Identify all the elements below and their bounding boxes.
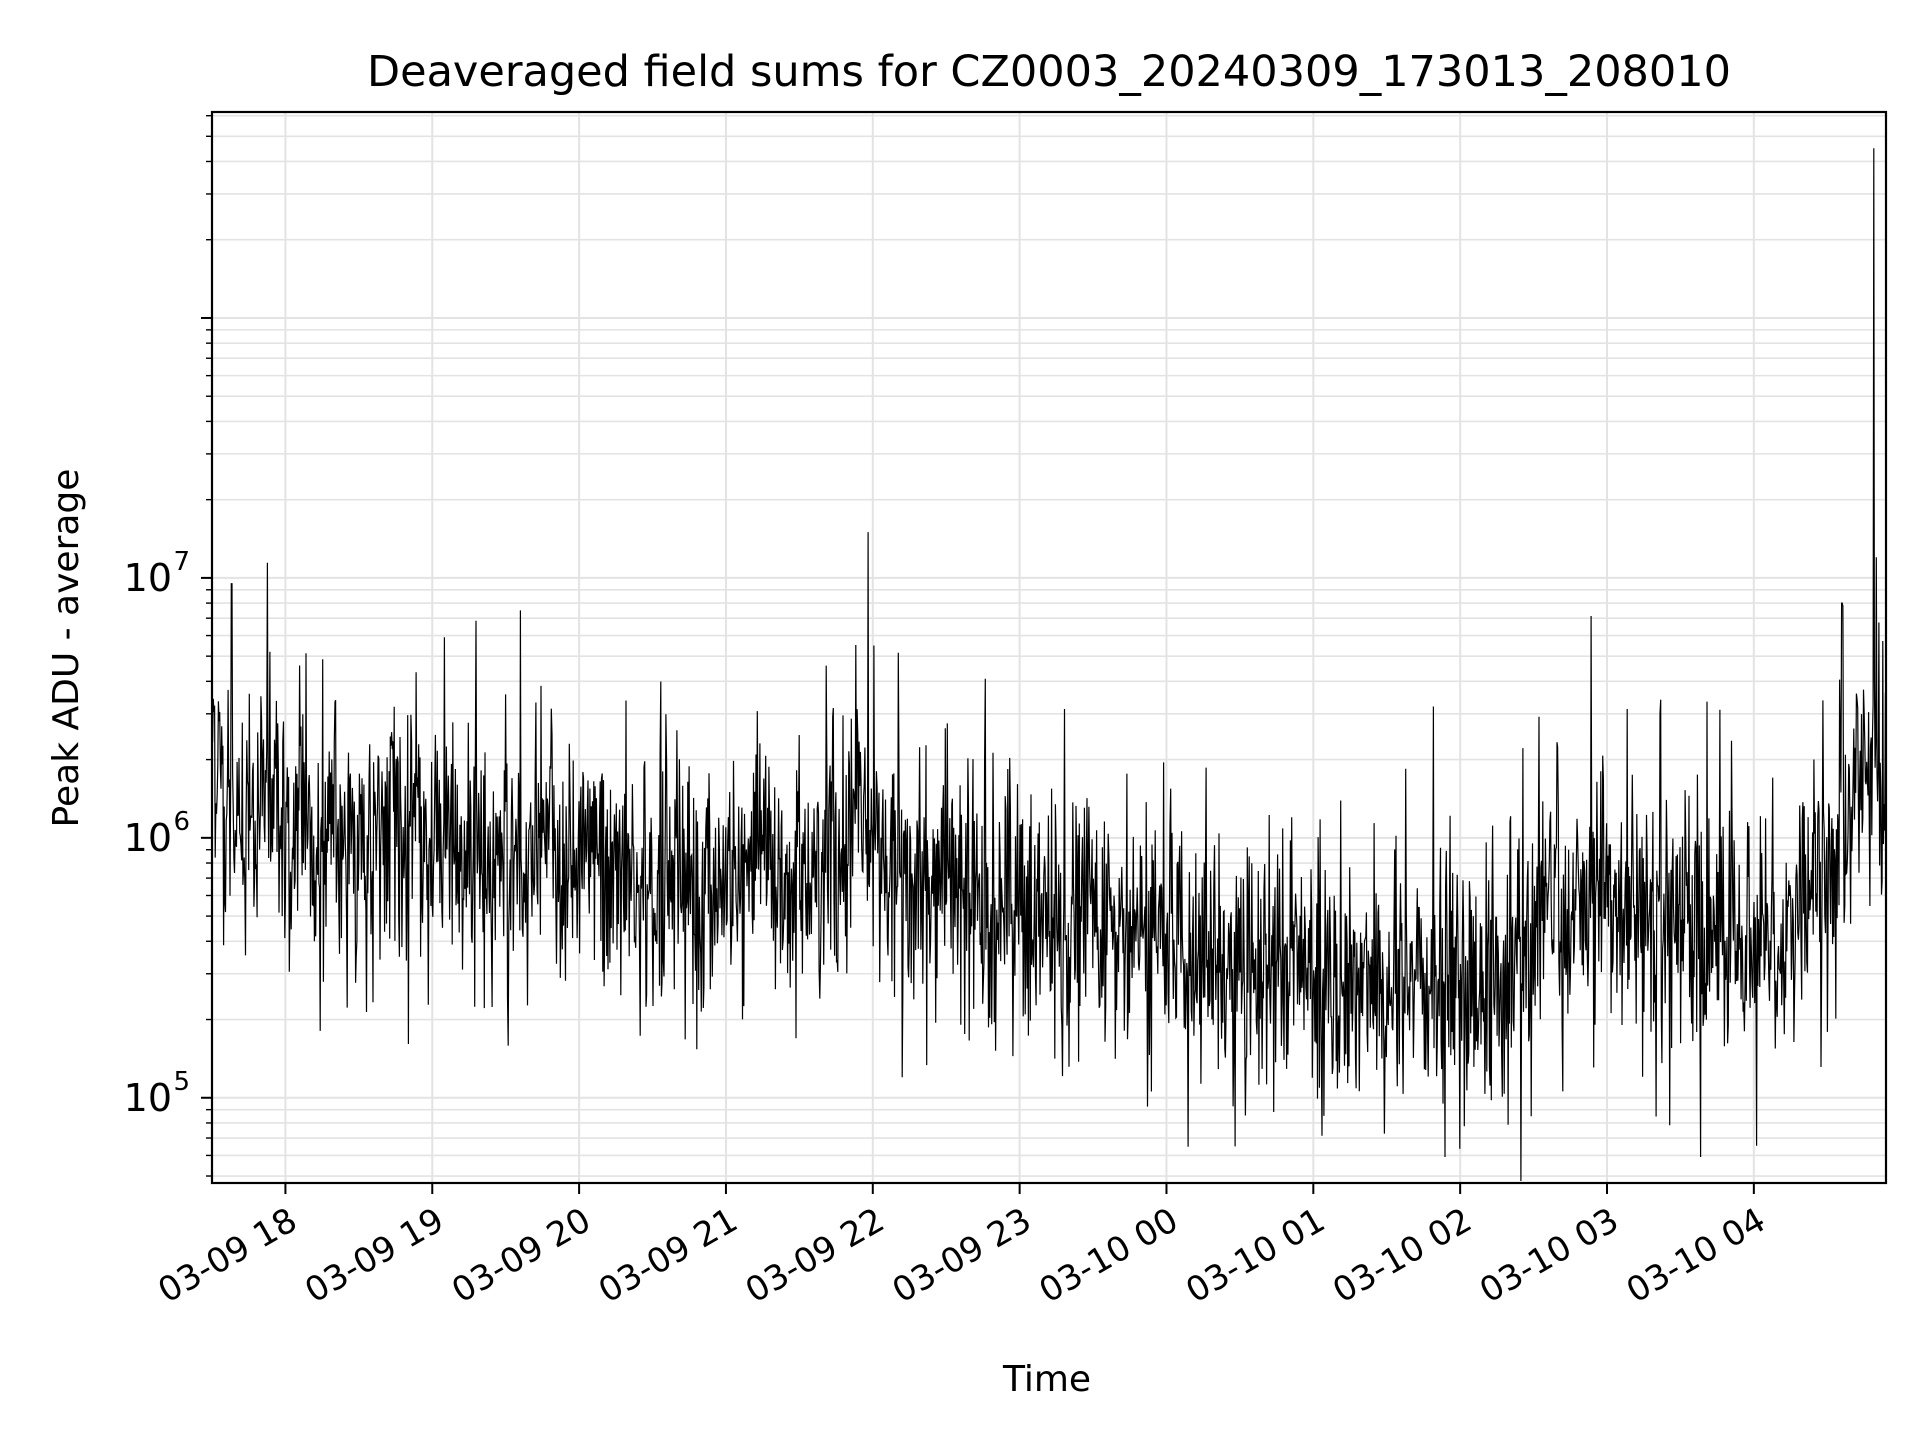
y-tick-label-base: 10	[124, 1076, 172, 1120]
series-line	[211, 148, 1887, 1182]
y-tick-label-exponent: 6	[173, 807, 190, 837]
x-axis-label: Time	[1002, 1359, 1091, 1400]
y-tick-label-base: 10	[124, 816, 172, 860]
y-tick-label-base: 10	[124, 556, 172, 600]
y-tick-label: 10	[124, 1076, 172, 1120]
y-tick-label-exponent: 5	[173, 1067, 190, 1097]
data-series	[211, 148, 1887, 1182]
y-tick-label: 10	[124, 556, 172, 600]
chart-title: Deaveraged field sums for CZ0003_2024030…	[367, 47, 1731, 97]
y-tick-label: 10	[124, 816, 172, 860]
plot-area-frame	[210, 110, 1888, 1185]
y-tick-label-exponent: 7	[173, 547, 190, 577]
y-axis-label: Peak ADU - average	[46, 469, 87, 828]
